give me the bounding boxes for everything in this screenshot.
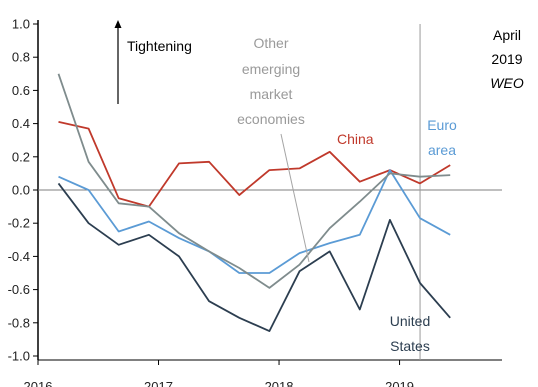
y-tick-label: -0.4 [8, 249, 30, 264]
y-tick-label: 0.0 [12, 183, 30, 198]
weo-label-year: 2019 [491, 51, 522, 67]
tightening-arrow-head [114, 20, 122, 28]
annotation-layer: Tightening April 2019 WEO Other emerging… [114, 20, 524, 354]
other-em-label-4: economies [237, 111, 305, 127]
y-tick-label: 0.4 [12, 116, 30, 131]
y-tick-label: 1.0 [12, 17, 30, 32]
euro-label-1: Euro [427, 117, 457, 133]
y-tick-label: 0.2 [12, 149, 30, 164]
china-label: China [337, 131, 374, 147]
y-tick-label: 0.6 [12, 83, 30, 98]
y-tick-label: -0.2 [8, 216, 30, 231]
axes: 1.0 0.8 0.6 0.4 0.2 0.0 -0.2 -0.4 -0.6 -0.8 -1.0 20… [8, 17, 502, 387]
weo-label-april: April [493, 27, 521, 43]
series-line-china [58, 121, 451, 208]
series-line-other-emerging-market-economies [57, 73, 451, 289]
x-tick-label: 2018 [265, 379, 294, 387]
series-layer [57, 73, 451, 333]
series-line-united-states [57, 182, 451, 333]
y-tick-label: -0.6 [8, 282, 30, 297]
other-em-label-1: Other [253, 35, 288, 51]
x-tick-label: 2017 [144, 379, 173, 387]
us-label-1: United [390, 313, 430, 329]
x-tick-label: 2019 [385, 379, 414, 387]
series-line-euro-area [58, 169, 451, 274]
y-tick-label: 0.8 [12, 50, 30, 65]
y-tick-label: -1.0 [8, 349, 30, 364]
other-em-label-3: market [250, 86, 293, 102]
tightening-label: Tightening [127, 38, 192, 54]
x-tick-label: 2016 [24, 379, 53, 387]
y-tick-label: -0.8 [8, 315, 30, 330]
euro-label-2: area [428, 142, 456, 158]
other-em-label-2: emerging [242, 61, 300, 77]
other-em-pointer [280, 133, 310, 263]
us-label-2: States [390, 338, 430, 354]
weo-label-weo: WEO [490, 75, 524, 91]
